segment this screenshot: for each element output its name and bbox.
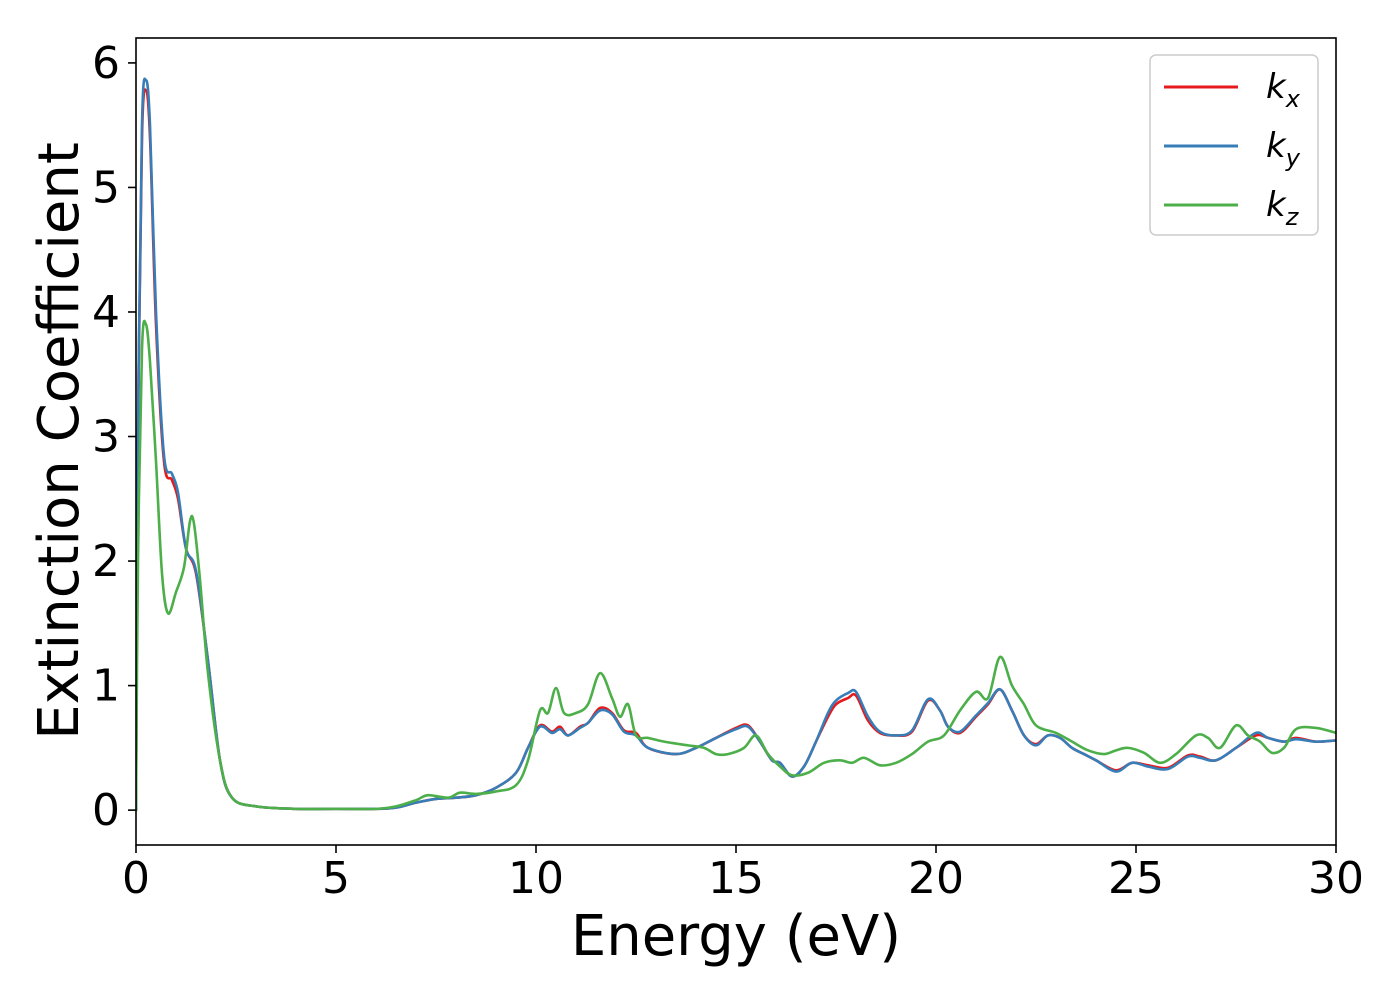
- x-axis-label: Energy (eV): [571, 904, 901, 969]
- x-tick-label: 0: [122, 853, 150, 904]
- x-tick-label: 10: [508, 853, 564, 904]
- legend-label-kx: kx: [1266, 67, 1301, 113]
- legend-label-main: k: [1266, 185, 1287, 225]
- x-tick-label: 25: [1108, 853, 1164, 904]
- y-tick-label: 4: [92, 287, 120, 338]
- y-axis-label: Extinction Coefficient: [27, 142, 92, 740]
- plot-background: [136, 38, 1336, 845]
- y-tick-label: 1: [92, 661, 120, 712]
- legend-label-subscript: x: [1285, 85, 1301, 113]
- legend-label-main: k: [1266, 126, 1287, 166]
- series-line-ky: [136, 77, 1336, 812]
- x-tick-label: 15: [708, 853, 764, 904]
- x-tick-label: 30: [1308, 853, 1364, 904]
- y-tick-label: 3: [92, 412, 120, 463]
- legend-label-kz: kz: [1266, 185, 1300, 231]
- y-tick-label: 6: [92, 38, 120, 89]
- x-tick-label: 5: [322, 853, 350, 904]
- legend-label-subscript: z: [1285, 203, 1300, 231]
- y-tick-label: 0: [92, 785, 120, 836]
- ticks-layer: 0 5 10 15 20 25 30 0 1 2 3 4 5 6: [92, 38, 1364, 904]
- x-tick-label: 20: [908, 853, 964, 904]
- legend-label-main: k: [1266, 67, 1287, 107]
- legend-label-subscript: y: [1285, 144, 1301, 172]
- y-tick-label: 2: [92, 536, 120, 587]
- y-tick-label: 5: [92, 162, 120, 213]
- legend-label-ky: ky: [1266, 126, 1301, 172]
- series-line-kz: [136, 319, 1336, 812]
- series-layer: [136, 77, 1336, 812]
